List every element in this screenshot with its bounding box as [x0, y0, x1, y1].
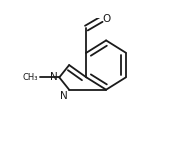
Text: N: N: [60, 91, 68, 101]
Text: CH₃: CH₃: [23, 73, 38, 82]
Text: O: O: [103, 14, 111, 24]
Text: N: N: [50, 72, 58, 82]
